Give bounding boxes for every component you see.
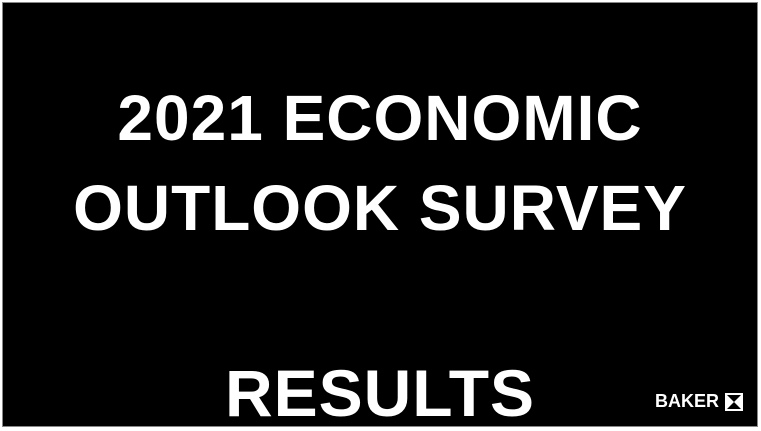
brand-logo: BAKER (655, 391, 743, 412)
title-line: OUTLOOK SURVEY (73, 172, 687, 244)
brand-name: BAKER (654, 391, 719, 411)
subtitle: RESULTS (224, 356, 536, 430)
brand-icon (725, 392, 743, 411)
title-line: 2021 ECONOMIC (117, 82, 643, 154)
